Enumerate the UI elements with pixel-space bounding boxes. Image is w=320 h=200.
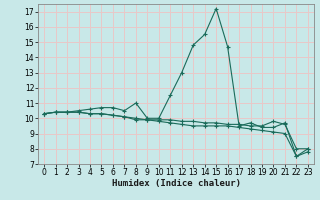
X-axis label: Humidex (Indice chaleur): Humidex (Indice chaleur) <box>111 179 241 188</box>
